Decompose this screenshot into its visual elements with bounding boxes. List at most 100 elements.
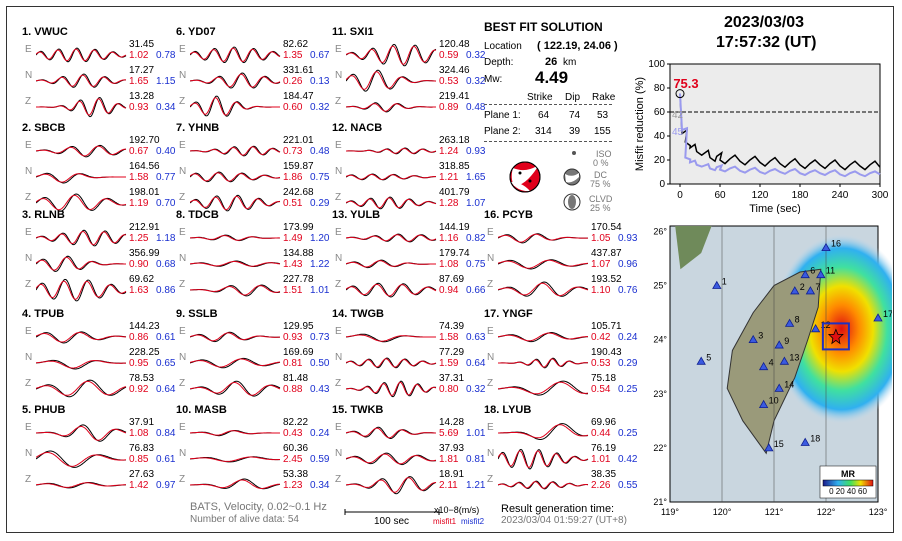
misfit1-value: 0.94 <box>439 285 459 296</box>
synthetic-waveform <box>36 482 126 488</box>
misfit1-value: 0.93 <box>129 102 149 113</box>
amplitude-value: 37.93 <box>439 443 465 454</box>
clvd-icon <box>563 193 581 211</box>
component-label: Z <box>25 96 32 107</box>
waveform-trace <box>498 423 589 440</box>
station-number-sep: . <box>182 26 189 38</box>
misfit2-value: 0.50 <box>310 358 330 369</box>
iso-icon <box>572 151 576 155</box>
station-number-sep: . <box>28 26 35 38</box>
component-label: N <box>179 448 187 459</box>
plot-area <box>669 63 881 185</box>
synthetic-waveform <box>346 358 437 368</box>
amplitude-value: 82.22 <box>283 417 309 428</box>
waveform-trace <box>190 331 281 343</box>
misfit1-value: 0.53 <box>439 76 459 87</box>
trace-row-n: N 356.99 0.90 0.68 <box>22 248 175 277</box>
station-title: 1. VWUC <box>22 26 68 38</box>
misfit1-value: 0.59 <box>439 50 459 61</box>
misfit1-value: 1.49 <box>283 233 303 244</box>
component-label: Z <box>335 96 342 107</box>
trace-row-n: N 17.27 1.65 1.15 <box>22 65 175 94</box>
misfit2-value: 1.22 <box>310 259 330 270</box>
trace-row-z: Z 69.62 1.63 0.86 <box>22 274 176 303</box>
waveform-trace <box>346 233 437 243</box>
misfit2-value: 0.64 <box>156 384 176 395</box>
station-number-sep: . <box>182 209 189 221</box>
synthetic-waveform <box>498 259 589 269</box>
station-name: PCYB <box>502 209 533 221</box>
station-triangle-icon <box>810 324 821 333</box>
misfit2-value: 0.97 <box>156 480 176 491</box>
waveform-trace <box>190 380 281 397</box>
observed-waveform <box>36 193 127 212</box>
station-triangle-icon <box>758 399 769 408</box>
observed-waveform <box>346 452 437 466</box>
x-tick-label: 180 <box>792 190 809 201</box>
waveform-trace <box>346 333 436 343</box>
amplitude-value: 78.53 <box>129 373 155 384</box>
misfit1-value: 1.43 <box>283 259 303 270</box>
station-triangle-icon <box>712 280 722 289</box>
amplitude-value: 76.83 <box>129 443 155 454</box>
station-number: 14 <box>332 308 345 320</box>
waveform-trace <box>190 456 280 463</box>
waveform-trace <box>190 95 280 117</box>
waveform-trace <box>346 476 437 495</box>
misfit2-value: 0.32 <box>310 102 330 113</box>
amplitude-value: 318.85 <box>439 161 470 172</box>
station-triangle-icon <box>774 340 784 349</box>
waveform-trace <box>346 69 437 92</box>
waveform-trace <box>346 173 437 181</box>
station-number: 12 <box>332 122 345 134</box>
component-label: Z <box>179 378 186 389</box>
misfit1-value: 1.02 <box>129 50 149 61</box>
waveform-trace <box>190 46 281 64</box>
misfit2-value: 1.18 <box>156 233 176 244</box>
header-strike: Strike <box>527 92 553 103</box>
component-label: Z <box>179 96 186 107</box>
station-number-sep: . <box>496 404 503 416</box>
component-label: E <box>335 422 342 433</box>
misfit1-value: 0.42 <box>591 332 611 343</box>
plane1-label: Plane 1: <box>484 110 521 121</box>
misfit1-value: 0.92 <box>129 384 149 395</box>
component-label: N <box>25 253 33 264</box>
misfit1-value: 1.10 <box>591 285 611 296</box>
misfit2-value: 0.78 <box>156 50 176 61</box>
station-triangle-icon <box>779 356 790 365</box>
waveform-trace <box>36 73 127 88</box>
misfit2-value: 1.20 <box>310 233 330 244</box>
misfit2-value: 0.29 <box>618 358 638 369</box>
misfit2-value: 1.21 <box>466 480 486 491</box>
misfit2-value: 0.75 <box>310 172 330 183</box>
misfit2-value: 0.86 <box>156 285 176 296</box>
trace-row-n: N 169.69 0.81 0.50 <box>176 347 330 376</box>
misfit1-value: 0.53 <box>591 358 611 369</box>
amplitude-value: 53.38 <box>283 469 309 480</box>
misfit1-value: 1.65 <box>129 76 149 87</box>
station-title: 9. SSLB <box>176 308 218 320</box>
misfit2-value: 0.65 <box>156 358 176 369</box>
station-number-sep: . <box>28 209 35 221</box>
misfit1-value: 1.19 <box>129 198 149 209</box>
misfit1-value: 1.07 <box>591 259 611 270</box>
trace-row-z: Z 18.91 2.11 1.21 <box>332 469 486 498</box>
synthetic-waveform <box>346 453 437 465</box>
component-label: N <box>335 70 343 81</box>
station-title: 10. MASB <box>176 404 227 416</box>
x-axis-label: Time (sec) <box>749 203 801 214</box>
misfit1-value: 1.25 <box>129 233 149 244</box>
misfit1-value: 0.95 <box>129 358 149 369</box>
waveform-trace <box>36 450 127 468</box>
clvd-value: 25 % <box>590 203 611 213</box>
amplitude-value: 170.54 <box>591 222 622 233</box>
trace-row-e: E 37.91 1.08 0.84 <box>22 417 175 446</box>
trace-row-z: Z 193.52 1.10 0.76 <box>484 274 637 303</box>
plane2-strike: 314 <box>535 126 552 137</box>
trace-row-n: N 76.19 1.01 0.42 <box>484 443 637 472</box>
component-label: E <box>335 326 342 337</box>
waveform-trace <box>36 144 127 158</box>
location-label: Location <box>484 41 522 52</box>
waveform-trace <box>346 357 437 369</box>
